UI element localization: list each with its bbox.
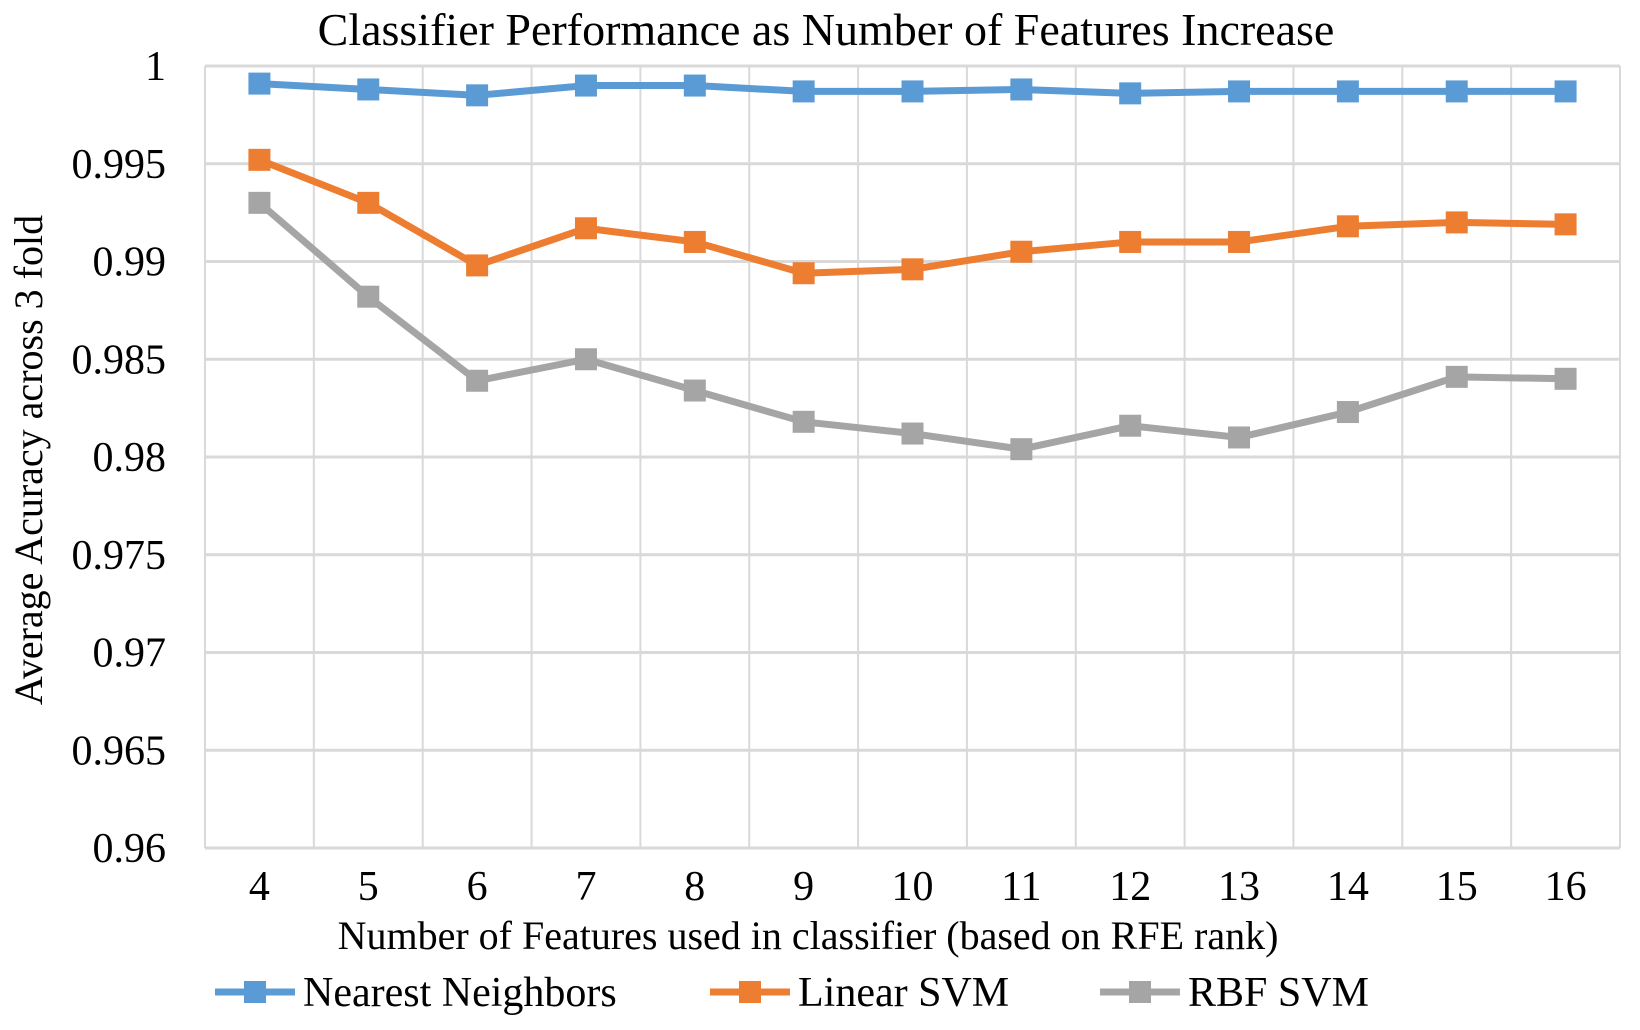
x-tick-label: 5: [358, 864, 379, 910]
legend: Nearest Neighbors Linear SVM RBF SVM: [215, 970, 1369, 1016]
data-point-marker: [1119, 414, 1142, 437]
data-point-marker: [248, 72, 271, 95]
data-point-marker: [1336, 401, 1359, 424]
series-layer: [248, 72, 1577, 461]
legend-label: RBF SVM: [1188, 970, 1369, 1016]
data-point-marker: [1336, 80, 1359, 103]
data-point-marker: [1010, 240, 1033, 263]
data-point-marker: [466, 84, 489, 107]
y-tick-label: 0.995: [72, 142, 167, 188]
x-axis-label: Number of Features used in classifier (b…: [338, 913, 1279, 958]
data-point-marker: [1119, 230, 1142, 253]
x-tick-label: 11: [1001, 864, 1041, 910]
series-line: [258, 156, 1566, 277]
data-point-marker: [357, 191, 380, 214]
data-point-marker: [1445, 80, 1468, 103]
x-tick-label: 8: [684, 864, 705, 910]
gridlines: [204, 64, 1621, 850]
data-point-marker: [1010, 78, 1033, 101]
data-point-marker: [248, 148, 271, 171]
data-point-marker: [1445, 211, 1468, 234]
data-point-marker: [574, 74, 597, 97]
data-point-marker: [574, 217, 597, 240]
y-tick-label: 0.98: [93, 435, 167, 481]
data-point-marker: [792, 80, 815, 103]
data-point-marker: [1445, 365, 1468, 388]
data-point-marker: [1554, 80, 1577, 103]
x-tick-label: 4: [249, 864, 270, 910]
data-point-marker: [901, 80, 924, 103]
legend-label: Nearest Neighbors: [303, 970, 617, 1016]
x-tick-label: 9: [793, 864, 814, 910]
data-point-marker: [1554, 213, 1577, 236]
data-point-marker: [683, 230, 706, 253]
data-point-marker: [466, 254, 489, 277]
data-point-marker: [248, 191, 271, 214]
x-tick-label: 12: [1109, 864, 1151, 910]
data-point-marker: [1554, 367, 1577, 390]
chart-title: Classifier Performance as Number of Feat…: [318, 4, 1335, 55]
y-tick-label: 0.965: [72, 728, 167, 774]
data-point-marker: [792, 410, 815, 433]
legend-swatch-marker: [739, 981, 761, 1003]
y-tick-label: 0.985: [72, 337, 167, 383]
data-point-marker: [1228, 230, 1251, 253]
y-tick-label: 1: [145, 44, 166, 90]
y-axis-label: Average Acuracy across 3 fold: [6, 215, 51, 705]
data-point-marker: [1010, 438, 1033, 461]
x-tick-label: 13: [1218, 864, 1260, 910]
data-point-marker: [357, 285, 380, 308]
data-point-marker: [792, 262, 815, 285]
data-point-marker: [574, 348, 597, 371]
x-tick-label: 7: [575, 864, 596, 910]
legend-swatch-marker: [244, 981, 266, 1003]
data-point-marker: [683, 74, 706, 97]
x-tick-label: 10: [892, 864, 934, 910]
data-point-marker: [1228, 426, 1251, 449]
y-tick-label: 0.975: [72, 533, 167, 579]
x-tick-label: 15: [1436, 864, 1478, 910]
x-tick-label: 6: [467, 864, 488, 910]
series-line: [257, 200, 1566, 453]
data-point-marker: [1228, 80, 1251, 103]
data-point-marker: [1336, 215, 1359, 238]
data-point-marker: [466, 369, 489, 392]
data-point-marker: [357, 78, 380, 101]
y-tick-label: 0.97: [93, 631, 167, 677]
data-point-marker: [1119, 82, 1142, 105]
data-point-marker: [683, 379, 706, 402]
x-tick-label: 14: [1327, 864, 1369, 910]
data-point-marker: [901, 258, 924, 281]
x-tick-label: 16: [1545, 864, 1587, 910]
legend-swatch-marker: [1129, 981, 1151, 1003]
y-tick-label: 0.99: [93, 240, 167, 286]
data-point-marker: [901, 422, 924, 445]
legend-label: Linear SVM: [798, 970, 1009, 1016]
y-tick-label: 0.96: [93, 826, 167, 872]
